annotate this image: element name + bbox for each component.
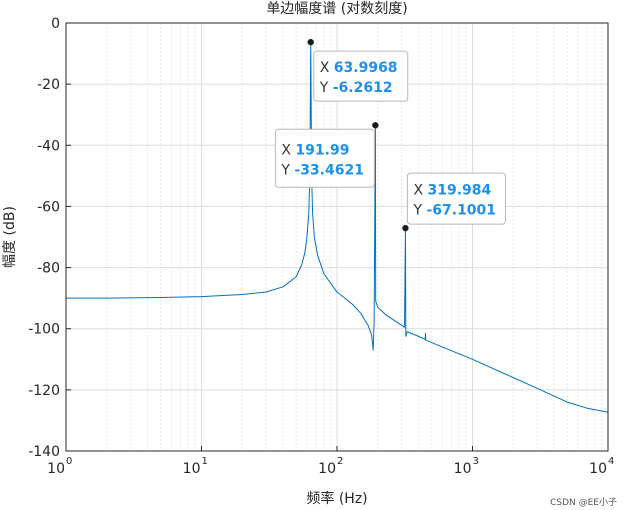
x-tick-base: 10 xyxy=(183,461,201,477)
y-tick-label: -60 xyxy=(37,199,60,215)
datatip-y-row: Y -67.1001 xyxy=(412,203,496,219)
chart-title: 单边幅度谱 (对数刻度) xyxy=(266,1,407,17)
x-tick-exponent: 3 xyxy=(473,456,479,467)
x-tick-exponent: 4 xyxy=(608,456,614,467)
datatip: X 319.984 Y -67.1001 xyxy=(406,172,506,225)
x-tick-base: 10 xyxy=(47,461,65,477)
minor-grid xyxy=(106,23,603,451)
y-tick-label: -120 xyxy=(28,383,60,399)
y-tick-label: -140 xyxy=(28,444,60,460)
x-tick-base: 10 xyxy=(318,461,336,477)
datatip-x-row: X 319.984 xyxy=(413,183,491,199)
datatips: X 63.9968 Y -6.2612 X 191.99 Y -33.4621 X 31… xyxy=(274,38,506,232)
y-tick-label: -100 xyxy=(28,322,60,338)
x-tick-label: 10 3 xyxy=(454,456,479,477)
datatip-x-row: X 63.9968 xyxy=(320,60,398,76)
x-tick-label: 10 1 xyxy=(183,456,208,477)
x-tick-exponent: 0 xyxy=(66,456,72,467)
series-layer xyxy=(66,41,609,413)
x-tick-base: 10 xyxy=(454,461,472,477)
x-tick-exponent: 2 xyxy=(337,456,343,467)
datatip: X 63.9968 Y -6.2612 xyxy=(313,50,409,102)
datatip-x-row: X 191.99 xyxy=(281,142,349,158)
x-tick-label: 10 2 xyxy=(318,456,343,477)
x-tick-base: 10 xyxy=(589,461,607,477)
x-tick-label: 10 0 xyxy=(47,456,72,477)
datatip-box xyxy=(274,128,375,188)
y-tick-label: -20 xyxy=(37,77,60,93)
datatip-marker xyxy=(402,224,409,232)
datatip-y-row: Y -6.2612 xyxy=(319,80,393,96)
y-ticks: 0 -20 -40 -60 -80 -100 -120 -140 xyxy=(28,16,71,460)
datatip-y-row: Y -33.4621 xyxy=(280,162,364,178)
y-tick-label: -80 xyxy=(37,261,60,277)
y-tick-label: -40 xyxy=(37,138,60,154)
datatip-marker xyxy=(307,38,314,46)
datatip-marker xyxy=(372,122,379,129)
datatip-box xyxy=(406,172,506,225)
datatip: X 191.99 Y -33.4621 xyxy=(274,128,375,188)
x-ticks: 10 0 10 1 10 2 10 3 10 4 xyxy=(47,446,614,477)
x-tick-label: 10 4 xyxy=(589,456,614,477)
x-axis-label: 频率 (Hz) xyxy=(306,490,367,507)
watermark: CSDN @EE小子 xyxy=(550,498,617,508)
y-tick-label: 0 xyxy=(51,16,60,32)
x-tick-exponent: 1 xyxy=(202,456,208,467)
datatip-box xyxy=(313,50,409,102)
y-axis-label: 幅度 (dB) xyxy=(2,206,18,268)
spectrum-line xyxy=(66,41,609,413)
